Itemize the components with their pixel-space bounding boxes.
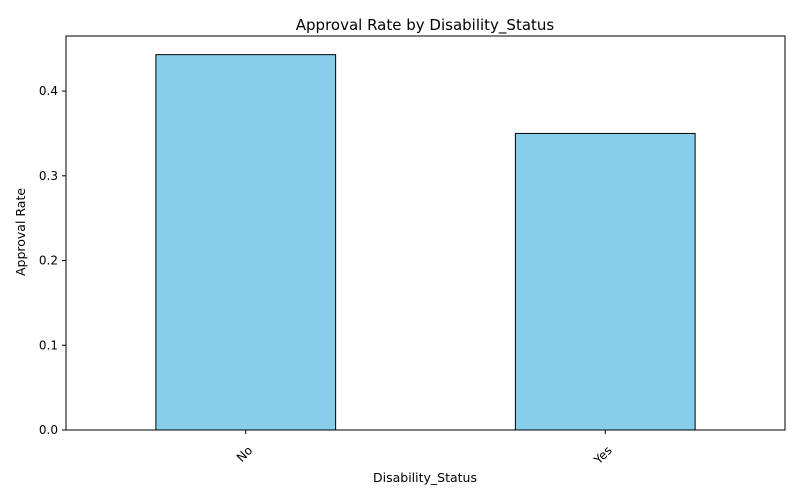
y-tick-label: 0.0 (39, 423, 58, 437)
bars (155, 54, 696, 431)
y-tick-label: 0.2 (39, 254, 58, 268)
y-tick-label: 0.4 (39, 84, 58, 98)
plot-frame (65, 35, 786, 431)
y-tick-label: 0.1 (39, 338, 58, 352)
y-axis: 0.0 0.1 0.2 0.3 0.4 (39, 84, 66, 437)
x-axis-label: Disability_Status (373, 470, 477, 485)
chart-title: Approval Rate by Disability_Status (296, 16, 555, 35)
bar-no (155, 54, 337, 431)
y-axis-label: Approval Rate (13, 188, 28, 276)
bar-yes (514, 132, 696, 431)
plot-area (65, 35, 786, 431)
y-tick-label: 0.3 (39, 169, 58, 183)
